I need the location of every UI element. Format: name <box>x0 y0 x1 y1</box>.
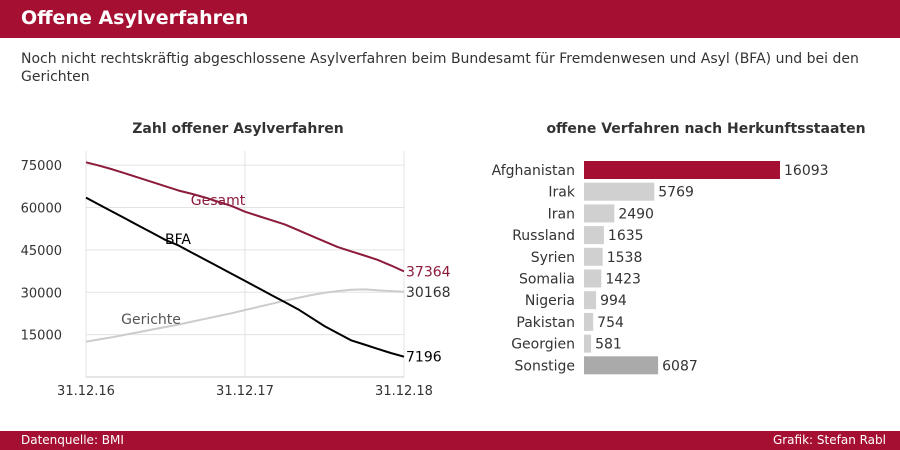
value-label: 754 <box>597 315 624 331</box>
category-label: Syrien <box>531 250 575 266</box>
category-label: Somalia <box>519 272 575 288</box>
end-value-gesamt: 37364 <box>406 264 451 280</box>
value-label: 1635 <box>608 228 644 244</box>
category-label: Nigeria <box>525 293 575 309</box>
value-label: 16093 <box>784 163 829 179</box>
y-tick-label: 15000 <box>21 329 62 344</box>
series-label-gesamt: Gesamt <box>191 193 246 209</box>
line-chart: Zahl offener Asylverfahren 15000 30000 450… <box>21 121 451 399</box>
bar <box>584 204 615 223</box>
end-value-bfa: 7196 <box>406 350 442 366</box>
y-tick-label: 30000 <box>21 286 62 301</box>
value-label: 2490 <box>618 206 654 222</box>
x-tick-label: 31.12.16 <box>57 384 115 399</box>
category-label: Georgien <box>511 337 575 353</box>
series-label-bfa: BFA <box>165 232 191 248</box>
value-label: 5769 <box>658 185 694 201</box>
series-line-gerichte <box>85 288 405 343</box>
series-label-gerichte: Gerichte <box>121 312 181 328</box>
data-source: Datenquelle: BMI <box>21 433 124 447</box>
bar-chart: offene Verfahren nach Herkunftsstaaten A… <box>492 121 866 375</box>
value-label: 1538 <box>607 250 643 266</box>
category-label: Russland <box>512 228 575 244</box>
category-label: Irak <box>548 185 575 201</box>
series-line-gesamt <box>85 161 405 273</box>
y-tick-label: 60000 <box>21 202 62 217</box>
bar <box>584 312 594 331</box>
y-tick-label: 45000 <box>21 244 62 259</box>
x-tick-label: 31.12.17 <box>216 384 274 399</box>
bar <box>584 247 603 266</box>
category-label: Pakistan <box>516 315 575 331</box>
page-title: Offene Asylverfahren <box>21 7 249 29</box>
y-tick-label: 75000 <box>21 159 62 174</box>
graphic-credit: Grafik: Stefan Rabl <box>772 433 886 447</box>
category-label: Sonstige <box>515 358 576 374</box>
value-label: 6087 <box>662 358 698 374</box>
bar <box>584 334 592 353</box>
footer-bar: Datenquelle: BMI Grafik: Stefan Rabl <box>0 431 900 450</box>
value-label: 1423 <box>605 272 641 288</box>
category-label: Afghanistan <box>492 163 575 179</box>
bar <box>584 269 602 288</box>
bar <box>584 356 659 375</box>
bar <box>584 291 597 310</box>
bar-chart-title: offene Verfahren nach Herkunftsstaaten <box>546 121 865 137</box>
bar <box>584 161 780 179</box>
x-tick-label: 31.12.18 <box>375 384 433 399</box>
series-line-bfa <box>85 196 405 358</box>
bar <box>584 182 655 201</box>
end-value-gerichte: 30168 <box>406 285 451 301</box>
category-label: Iran <box>548 206 575 222</box>
page-subtitle: Noch nicht rechtskräftig abgeschlossene … <box>21 51 859 85</box>
bar <box>584 226 604 245</box>
line-chart-title: Zahl offener Asylverfahren <box>132 121 343 137</box>
header-bar: Offene Asylverfahren <box>0 0 900 38</box>
value-label: 994 <box>600 293 627 309</box>
value-label: 581 <box>595 337 622 353</box>
